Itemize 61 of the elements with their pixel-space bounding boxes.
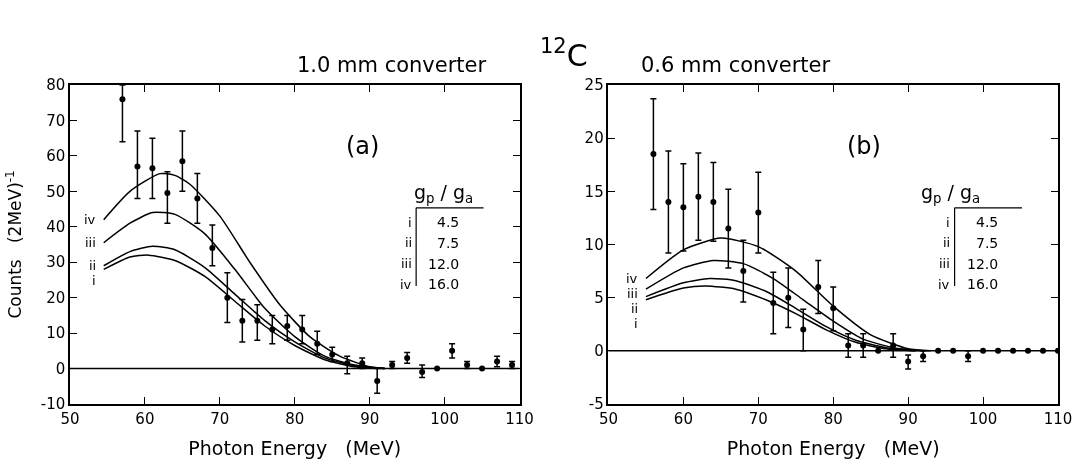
- annotation: g$_{p}$ / g$_{a}$: [921, 181, 981, 206]
- y-tick-label: 30: [46, 253, 66, 272]
- annotation: 16.0: [967, 276, 999, 292]
- x-tick-label: 80: [285, 409, 305, 428]
- x-tick-label: 110: [505, 409, 534, 428]
- x-axis-title: Photon Energy (MeV): [726, 437, 940, 460]
- x-tick-label: 90: [898, 409, 918, 428]
- y-tick-label: 10: [46, 324, 66, 343]
- annotation: (b): [847, 132, 881, 160]
- y-tick-label: 0: [594, 342, 604, 361]
- x-tick-label: 100: [968, 409, 998, 428]
- series-label: iv: [84, 212, 96, 227]
- annotation: 7.5: [437, 235, 460, 251]
- series-label: iv: [626, 271, 638, 286]
- series-label: ii: [631, 301, 639, 316]
- annotation: i: [946, 215, 950, 230]
- y-tick-label: 25: [584, 76, 604, 95]
- y-tick-label: 0: [55, 359, 66, 378]
- annotation: g$_{p}$ / g$_{a}$: [414, 181, 474, 206]
- annotation: 7.5: [976, 235, 999, 251]
- annotation: 12.0: [967, 256, 999, 272]
- y-tick-label: 80: [46, 76, 66, 95]
- x-tick-label: 60: [673, 409, 693, 428]
- x-tick-label: 50: [60, 409, 80, 428]
- series-label: ii: [89, 258, 97, 273]
- annotation: 4.5: [976, 214, 999, 230]
- series-label: i: [634, 316, 638, 331]
- y-tick-label: 15: [584, 182, 604, 201]
- annotation: (a): [346, 132, 380, 160]
- annotation: i: [408, 215, 412, 230]
- x-axis-title: Photon Energy (MeV): [188, 437, 402, 460]
- text: $^{12}$C: [540, 34, 588, 73]
- y-tick-label: 20: [46, 288, 66, 307]
- x-tick-label: 70: [748, 409, 768, 428]
- annotation: iii: [939, 256, 950, 271]
- annotation: 12.0: [428, 256, 460, 272]
- x-tick-label: 100: [430, 409, 459, 428]
- annotation: ii: [943, 235, 951, 250]
- y-tick-label: 5: [594, 288, 604, 307]
- series-label: iii: [85, 235, 96, 250]
- y-tick-label: 70: [46, 111, 66, 130]
- annotation: 16.0: [428, 276, 460, 292]
- y-tick-label: 60: [46, 147, 66, 166]
- series-label: i: [92, 273, 96, 288]
- annotation: iv: [400, 277, 412, 292]
- annotation: iii: [401, 256, 412, 271]
- y-tick-label: 10: [584, 235, 604, 254]
- y-tick-label: 40: [46, 218, 66, 237]
- series-label: iii: [627, 286, 638, 301]
- x-tick-label: 70: [210, 409, 230, 428]
- x-tick-label: 110: [1043, 409, 1073, 428]
- chart-title: 1.0 mm converter: [297, 53, 487, 77]
- y-tick-label: 20: [584, 129, 604, 148]
- annotation: iv: [938, 277, 950, 292]
- x-tick-label: 80: [823, 409, 843, 428]
- y-tick-label: 50: [46, 182, 66, 201]
- x-tick-label: 60: [135, 409, 155, 428]
- annotation: ii: [405, 235, 413, 250]
- chart-title: 0.6 mm converter: [641, 53, 831, 77]
- annotation: 4.5: [437, 214, 460, 230]
- x-tick-label: 90: [360, 409, 380, 428]
